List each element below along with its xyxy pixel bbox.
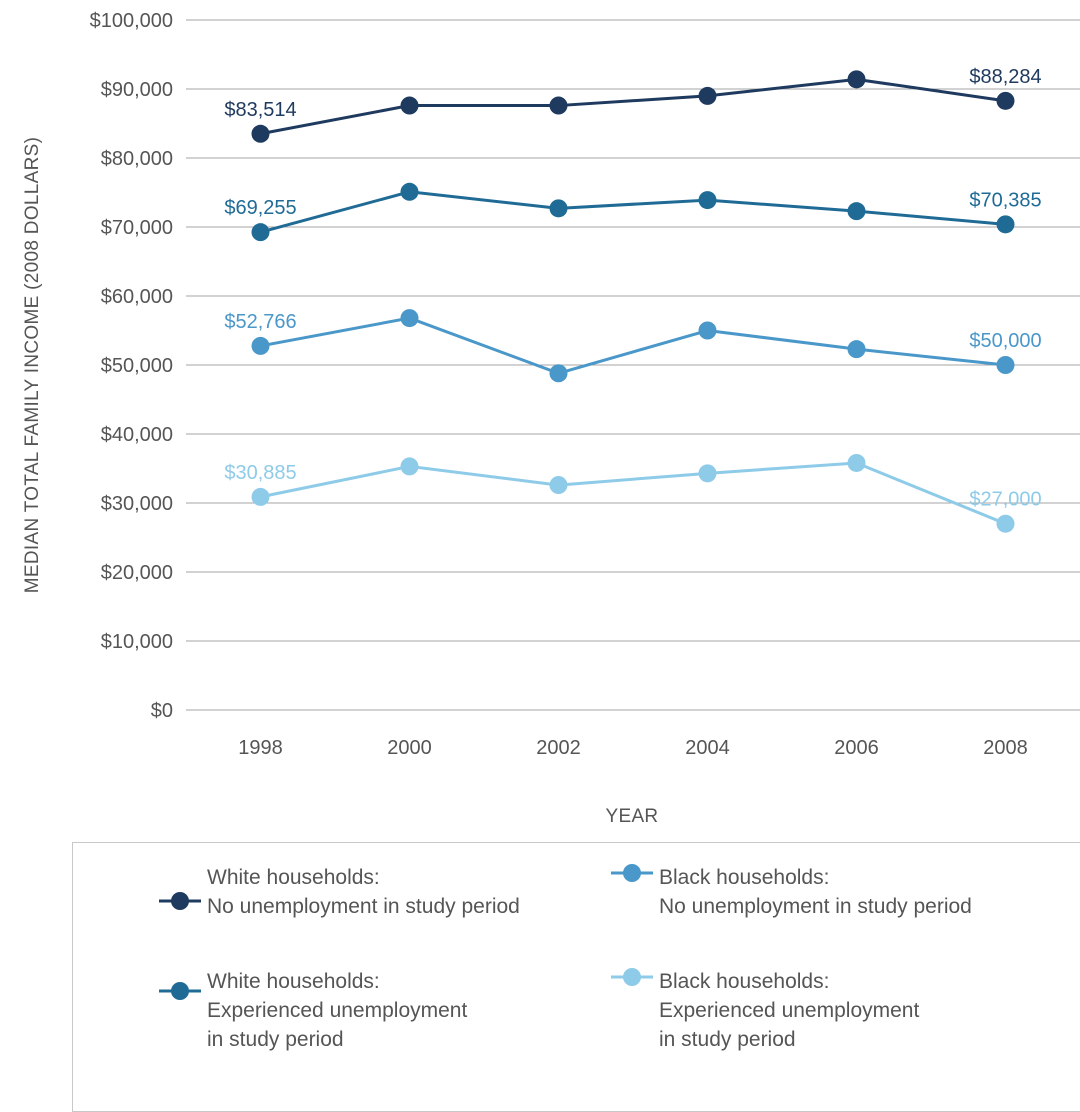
- data-point: [698, 464, 717, 483]
- data-point: [251, 487, 270, 506]
- y-axis-ticks: $0 $10,000 $20,000 $30,000 $40,000 $50,000 $60…: [90, 10, 173, 722]
- data-point: [996, 215, 1015, 234]
- y-tick-label: $10,000: [101, 631, 173, 653]
- data-point: [996, 514, 1015, 533]
- series-line: [260, 316, 1006, 375]
- x-tick-label: 2004: [685, 737, 730, 759]
- legend-item-white-experienced-unemployment: White households: Experienced unemployme…: [157, 967, 467, 1054]
- y-tick-label: $90,000: [101, 79, 173, 101]
- legend-label-line: Experienced unemployment: [207, 999, 468, 1022]
- y-tick-label: $20,000: [101, 562, 173, 584]
- legend-label-line: in study period: [207, 1028, 344, 1051]
- legend-label-line: in study period: [659, 1028, 796, 1051]
- legend-swatch: [159, 982, 201, 1000]
- x-tick-label: 1998: [238, 737, 283, 759]
- data-point: [847, 453, 866, 472]
- y-tick-label: $40,000: [101, 424, 173, 446]
- legend-item-white-no-unemployment: White households: No unemployment in stu…: [157, 863, 520, 921]
- legend: White households: No unemployment in stu…: [72, 842, 1080, 1112]
- series-3: $30,885 $27,000: [224, 453, 1042, 533]
- data-point: [698, 191, 717, 210]
- line-chart: $0 $10,000 $20,000 $30,000 $40,000 $50,000 $60…: [22, 10, 1080, 827]
- legend-label-line: No unemployment in study period: [659, 895, 972, 918]
- series-group: $83,514 $88,284 $69,255 $70,385 $52,766 $50,0…: [224, 66, 1042, 533]
- data-point: [400, 96, 419, 115]
- data-point: [996, 356, 1015, 374]
- legend-label-line: White households:: [207, 866, 380, 889]
- legend-label-line: No unemployment in study period: [207, 895, 520, 918]
- legend-label-line: White households:: [207, 970, 380, 993]
- x-tick-label: 2008: [983, 737, 1028, 759]
- data-point: [996, 91, 1015, 110]
- data-point: [251, 124, 270, 143]
- x-axis-title: YEAR: [606, 806, 659, 827]
- y-tick-label: $60,000: [101, 286, 173, 308]
- data-point: [847, 70, 866, 89]
- data-label: $69,255: [224, 197, 296, 219]
- x-tick-label: 2006: [834, 737, 879, 759]
- data-point: [549, 199, 568, 218]
- data-point: [549, 476, 568, 495]
- series-line: [260, 190, 1006, 234]
- series-0: $83,514 $88,284: [224, 66, 1042, 143]
- data-point: [847, 340, 866, 359]
- legend-label-line: Experienced unemployment: [659, 999, 920, 1022]
- legend-label-line: Black households:: [659, 970, 830, 993]
- series-line: [260, 461, 1007, 526]
- data-label: $27,000: [969, 489, 1041, 511]
- x-axis-ticks: 1998 2000 2002 2004 2006 2008: [238, 737, 1028, 759]
- legend-swatch: [159, 892, 201, 910]
- series-1: $69,255 $70,385: [224, 182, 1042, 242]
- data-label: $52,766: [224, 311, 296, 333]
- data-point: [400, 457, 419, 476]
- data-point: [549, 364, 568, 383]
- x-tick-label: 2000: [387, 737, 432, 759]
- y-tick-label: $70,000: [101, 217, 173, 239]
- legend-item-black-experienced-unemployment: Black households: Experienced unemployme…: [609, 967, 919, 1054]
- data-label: $70,385: [969, 189, 1041, 211]
- y-tick-label: $30,000: [101, 493, 173, 515]
- y-axis-title: MEDIAN TOTAL FAMILY INCOME (2008 DOLLARS…: [22, 137, 43, 593]
- data-point: [698, 86, 717, 105]
- legend-swatch: [611, 968, 653, 986]
- legend-swatch: [611, 864, 653, 882]
- data-label: $88,284: [969, 66, 1041, 88]
- data-point: [400, 182, 419, 201]
- series-line: [260, 77, 1006, 136]
- data-point: [251, 336, 270, 355]
- series-2: $52,766 $50,000: [224, 309, 1042, 383]
- data-point: [549, 96, 568, 115]
- legend-item-black-no-unemployment: Black households: No unemployment in stu…: [609, 863, 972, 921]
- y-tick-label: $100,000: [90, 10, 173, 32]
- data-point: [400, 309, 419, 328]
- data-label: $83,514: [224, 99, 296, 121]
- data-point: [847, 202, 866, 221]
- data-label: $30,885: [224, 462, 296, 484]
- x-tick-label: 2002: [536, 737, 581, 759]
- y-tick-label: $0: [151, 700, 173, 722]
- y-tick-label: $80,000: [101, 148, 173, 170]
- legend-label-line: Black households:: [659, 866, 830, 889]
- data-point: [251, 223, 270, 242]
- data-label: $50,000: [969, 330, 1041, 352]
- data-point: [698, 321, 717, 340]
- y-tick-label: $50,000: [101, 355, 173, 377]
